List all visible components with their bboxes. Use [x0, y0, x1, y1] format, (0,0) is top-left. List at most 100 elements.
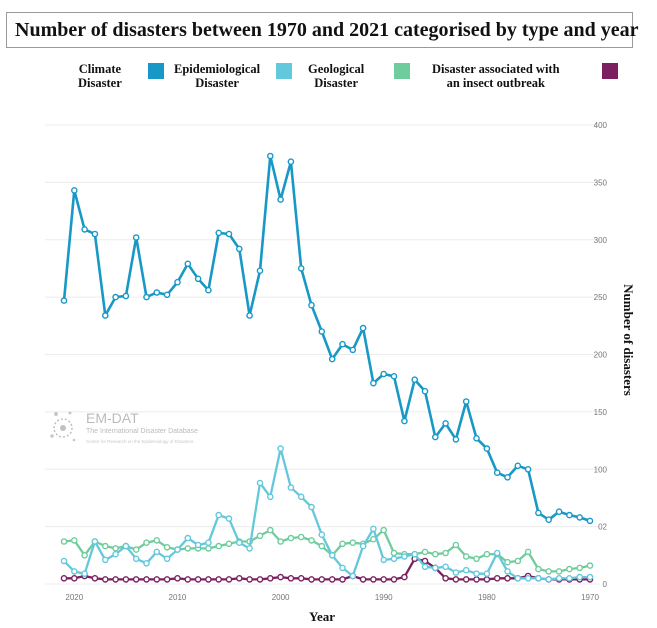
data-point [163, 576, 171, 583]
data-point [566, 575, 573, 582]
data-point [71, 575, 78, 582]
data-point [576, 514, 584, 521]
data-point [194, 576, 202, 583]
x-tick-label: 1970 [581, 593, 599, 602]
legend-label-epidemiological: Epidemiological Disaster [174, 62, 261, 90]
data-point [431, 564, 439, 572]
data-point [287, 484, 295, 491]
data-point [514, 462, 522, 470]
data-point [462, 398, 470, 405]
data-point [586, 517, 594, 525]
data-point [370, 525, 377, 533]
data-point [205, 286, 212, 294]
data-point [112, 545, 119, 552]
data-point [535, 575, 542, 582]
data-point [431, 550, 439, 558]
data-point [163, 291, 171, 299]
data-point [328, 576, 336, 583]
data-point [339, 576, 346, 583]
data-point [524, 575, 532, 582]
data-point [339, 340, 346, 348]
data-point [112, 576, 119, 583]
x-tick-label: 1980 [478, 593, 496, 602]
data-point [473, 555, 480, 563]
data-point [359, 542, 367, 550]
data-point [318, 531, 326, 539]
data-point [504, 558, 511, 566]
data-point [555, 575, 563, 582]
data-point [483, 550, 491, 558]
data-point [81, 226, 88, 233]
data-point [215, 576, 222, 583]
data-point [493, 575, 501, 582]
data-point [174, 278, 181, 286]
chart-title-box: Number of disasters between 1970 and 202… [6, 12, 639, 48]
data-point [122, 292, 130, 300]
data-point [225, 230, 233, 238]
data-point [60, 538, 68, 545]
data-point [483, 576, 491, 583]
data-point [339, 564, 346, 572]
data-point [102, 312, 109, 319]
data-point [421, 563, 429, 571]
data-point [143, 539, 150, 547]
data-point [246, 312, 253, 319]
data-point [266, 526, 274, 534]
data-point [483, 570, 491, 578]
data-point [153, 537, 161, 544]
data-point [328, 552, 336, 559]
data-point [143, 293, 150, 301]
data-point [493, 469, 501, 477]
data-point [308, 503, 315, 511]
data-point [566, 565, 573, 573]
data-point [545, 576, 553, 583]
legend-label-insect: Disaster associated with an insect outbr… [432, 62, 560, 90]
data-point [370, 576, 377, 583]
em-dat-logo-icon [50, 411, 76, 442]
data-point [60, 557, 68, 565]
data-point [297, 533, 305, 541]
data-point [143, 576, 150, 583]
series-2 [60, 526, 594, 575]
data-point [225, 576, 233, 583]
series-line [62, 154, 591, 523]
data-point [535, 565, 542, 573]
data-point [328, 355, 336, 363]
data-point [473, 434, 480, 442]
data-point [504, 473, 511, 481]
data-point [493, 549, 501, 557]
data-point [246, 545, 253, 552]
data-point [462, 566, 470, 574]
data-point [184, 545, 192, 552]
data-point [91, 230, 99, 238]
data-point [266, 493, 274, 501]
y-tick-label: 300 [594, 236, 608, 245]
x-tick-label: 1990 [375, 593, 393, 602]
data-point [462, 576, 470, 583]
data-point [349, 539, 357, 547]
data-point [153, 289, 161, 296]
data-point [514, 575, 522, 582]
data-point [71, 187, 78, 194]
data-point [277, 196, 284, 203]
data-point [452, 541, 460, 549]
data-point [102, 576, 109, 583]
x-tick-label: 2000 [272, 593, 290, 602]
data-point [277, 538, 284, 545]
data-point [545, 516, 553, 524]
data-point [504, 575, 511, 582]
data-point [256, 479, 264, 487]
data-point [60, 297, 68, 304]
data-point [132, 234, 140, 241]
data-point [318, 576, 326, 583]
watermark-name: EM-DAT [86, 410, 139, 426]
data-point [524, 465, 532, 473]
data-point [380, 526, 388, 534]
data-point [401, 553, 408, 560]
legend-label-climate: Climate Disaster [78, 62, 122, 90]
data-point [349, 572, 357, 580]
data-point [359, 324, 367, 332]
data-point [184, 534, 192, 542]
data-point [576, 564, 584, 572]
data-point [452, 576, 460, 583]
